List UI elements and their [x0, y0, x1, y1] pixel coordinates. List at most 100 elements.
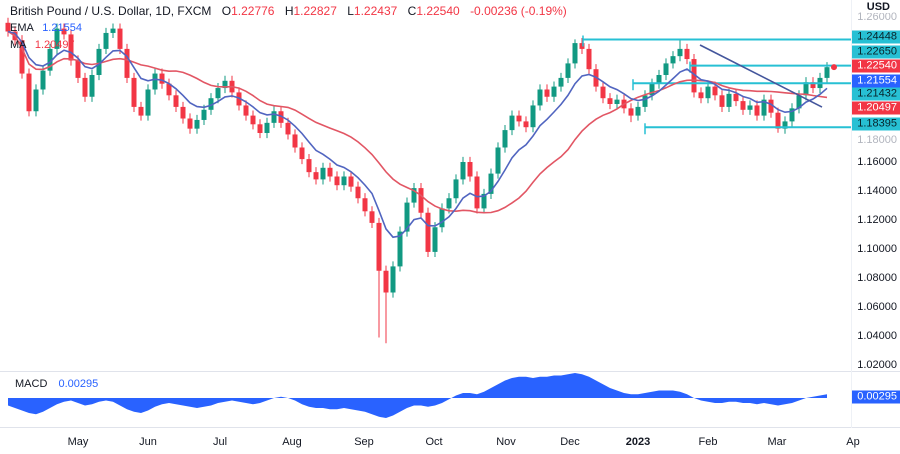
candle	[712, 86, 718, 96]
candle	[509, 115, 515, 131]
candle	[614, 99, 620, 104]
candle	[607, 98, 613, 104]
ma-row[interactable]: MA 1.20497	[10, 36, 567, 53]
time-tick: Dec	[560, 436, 580, 448]
candle	[824, 67, 830, 78]
last-price-dot	[831, 64, 837, 71]
candle	[236, 92, 242, 106]
ema-row[interactable]: EMA 1.21554	[10, 19, 567, 36]
price-level-label: 1.20497	[852, 101, 900, 115]
time-tick: May	[67, 436, 89, 448]
candle	[82, 77, 88, 97]
price-tick: 1.12000	[857, 214, 897, 226]
candle	[320, 167, 326, 180]
candle	[432, 227, 438, 252]
macd-name: MACD	[15, 378, 48, 390]
candle	[5, 22, 11, 32]
time-tick: Sep	[354, 436, 374, 448]
price-tick: 1.06000	[857, 301, 897, 313]
time-tick: Mar	[767, 436, 787, 448]
candle	[180, 106, 186, 119]
candle	[698, 92, 704, 99]
axis-separator	[0, 427, 900, 428]
candle	[460, 162, 466, 180]
candle	[369, 211, 375, 223]
candle	[600, 86, 606, 99]
candle	[306, 159, 312, 173]
price-tick: 1.08000	[857, 272, 897, 284]
candle	[26, 73, 32, 112]
macd-pane[interactable]	[0, 372, 900, 427]
candle	[110, 28, 116, 33]
time-tick: Feb	[698, 436, 718, 448]
candle	[439, 208, 445, 228]
candle	[782, 121, 788, 129]
candle	[271, 111, 277, 123]
candle	[768, 99, 774, 113]
ma-value: 1.20497	[34, 39, 75, 51]
candle	[334, 176, 340, 186]
candle	[341, 176, 347, 186]
candle	[705, 86, 711, 99]
high-value: 1.22827	[293, 4, 337, 18]
candle	[670, 56, 676, 64]
candle	[215, 88, 221, 99]
currency-label: USD	[864, 1, 892, 13]
candle	[201, 109, 207, 120]
candle	[68, 34, 74, 61]
candle	[313, 172, 319, 180]
time-tick: Nov	[496, 436, 516, 448]
candle	[75, 60, 81, 78]
candle	[131, 77, 137, 107]
macd-legend[interactable]: MACD 0.00295	[15, 378, 98, 390]
price-axis-border	[851, 0, 852, 428]
candle	[348, 176, 354, 187]
candle	[376, 222, 382, 271]
price-tick: 1.02000	[857, 359, 897, 371]
macd-current-value: 0.00295	[58, 378, 99, 390]
time-tick: Aug	[282, 436, 302, 448]
candle	[628, 108, 634, 116]
candle	[390, 266, 396, 293]
candle	[733, 93, 739, 102]
time-axis[interactable]: May Jun Jul Aug Sep Oct Nov Dec 2023 Feb Mar Ap	[0, 428, 900, 454]
ma-line[interactable]	[7, 30, 828, 214]
candle	[740, 101, 746, 110]
candle	[565, 63, 571, 78]
candle	[159, 73, 165, 84]
open-value: 1.22776	[231, 4, 275, 18]
candle	[138, 106, 144, 116]
symbol-row: British Pound / U.S. Dollar, 1D, FXCM O1…	[10, 3, 567, 19]
candle	[775, 112, 781, 129]
ema-line[interactable]	[7, 30, 828, 239]
time-tick: Oct	[425, 436, 443, 448]
price-pane[interactable]	[0, 0, 900, 372]
candle	[810, 82, 816, 89]
candle	[761, 99, 767, 116]
candle	[250, 115, 256, 125]
price-scale[interactable]: 1.26000 1.18000 1.16000 1.14000 1.12000 1.100…	[852, 0, 900, 428]
pane-separator[interactable]	[0, 371, 900, 372]
candle	[544, 89, 550, 97]
candle	[89, 75, 95, 97]
open-label: O	[221, 4, 232, 18]
trendline[interactable]	[699, 44, 823, 108]
candle	[166, 83, 172, 96]
symbol-title[interactable]: British Pound / U.S. Dollar, 1D, FXCM	[10, 4, 212, 18]
candle	[117, 28, 123, 49]
candle	[663, 63, 669, 75]
candle	[677, 48, 683, 57]
candle	[649, 83, 655, 96]
price-tick: 1.04000	[857, 330, 897, 342]
close-label: C	[407, 4, 417, 18]
price-level-label: 1.21554	[852, 74, 900, 88]
candle	[208, 98, 214, 110]
candle	[278, 111, 284, 123]
time-tick: Jun	[139, 436, 157, 448]
candle	[54, 28, 60, 49]
candle	[264, 122, 270, 133]
candle	[194, 119, 200, 129]
candle	[691, 59, 697, 93]
candle	[754, 105, 760, 116]
candle	[173, 95, 179, 107]
